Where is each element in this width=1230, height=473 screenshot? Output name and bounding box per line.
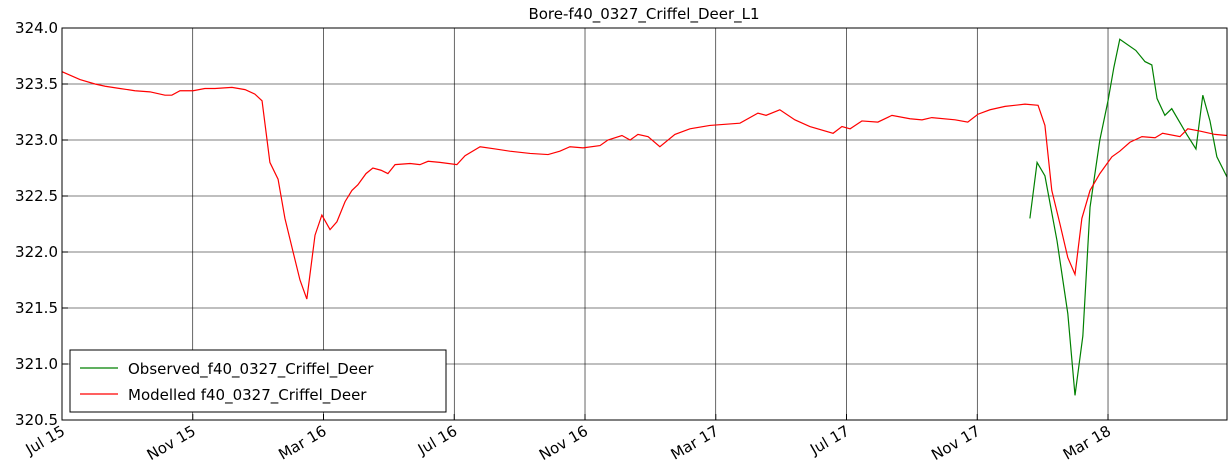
legend: Observed_f40_0327_Criffel_Deer Modelled f… bbox=[69, 349, 447, 413]
plot-frame bbox=[61, 27, 1228, 421]
y-tick-label: 324.0 bbox=[15, 19, 58, 37]
series-line bbox=[1029, 38, 1228, 396]
x-tick-label: Nov 15 bbox=[144, 422, 199, 464]
x-tick-label: Nov 17 bbox=[928, 422, 983, 464]
y-tick-label: 323.0 bbox=[15, 131, 58, 149]
series-line bbox=[61, 71, 1228, 300]
x-tick-label: Jul 17 bbox=[806, 422, 852, 459]
x-tick-label: Jul 16 bbox=[414, 422, 460, 459]
y-tick-label: 321.0 bbox=[15, 355, 58, 373]
x-tick-label: Mar 18 bbox=[1060, 422, 1114, 464]
y-tick-label: 323.5 bbox=[15, 75, 58, 93]
y-tick-label: 322.5 bbox=[15, 187, 58, 205]
x-tick-label: Mar 17 bbox=[668, 422, 722, 464]
legend-box bbox=[69, 349, 447, 413]
y-tick-label: 321.5 bbox=[15, 299, 58, 317]
legend-label: Observed_f40_0327_Criffel_Deer bbox=[128, 360, 374, 379]
y-tick-label: 320.5 bbox=[15, 411, 58, 429]
x-tick-label: Mar 16 bbox=[275, 422, 329, 464]
y-tick-label: 322.0 bbox=[15, 243, 58, 261]
legend-label: Modelled f40_0327_Criffel_Deer bbox=[128, 386, 367, 405]
chart-title: Bore-f40_0327_Criffel_Deer_L1 bbox=[528, 5, 759, 24]
x-tick-label: Nov 16 bbox=[536, 422, 591, 464]
